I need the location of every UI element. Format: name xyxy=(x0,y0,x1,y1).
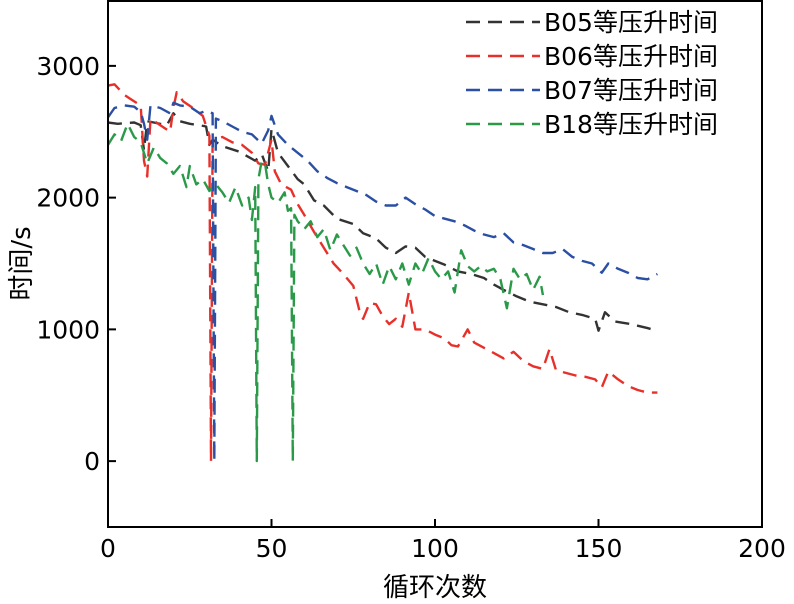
y-axis-title: 时间/s xyxy=(7,226,37,300)
legend-label-0: B05等压升时间 xyxy=(544,8,718,37)
x-tick-label: 150 xyxy=(575,534,623,563)
legend-label-2: B07等压升时间 xyxy=(544,76,718,105)
x-tick-label: 0 xyxy=(100,534,116,563)
series-line-1 xyxy=(107,83,658,463)
y-tick-label: 3000 xyxy=(36,52,100,81)
legend-label-3: B18等压升时间 xyxy=(544,110,718,139)
series-line-3 xyxy=(106,122,545,463)
x-tick-label: 200 xyxy=(738,534,786,563)
legend-label-1: B06等压升时间 xyxy=(544,42,718,71)
y-tick-label: 2000 xyxy=(36,184,100,213)
plot-lines xyxy=(106,83,658,463)
series-line-0 xyxy=(107,112,658,332)
x-tick-label: 50 xyxy=(256,534,288,563)
y-tick-label: 0 xyxy=(84,447,100,476)
legend: B05等压升时间 B06等压升时间 B07等压升时间 B18等压升时间 xyxy=(466,8,718,139)
series-line-2 xyxy=(107,101,658,463)
y-tick-label: 1000 xyxy=(36,315,100,344)
y-axis-ticks: 0 1000 2000 3000 xyxy=(36,52,116,476)
x-axis-title: 循环次数 xyxy=(383,573,487,603)
x-axis-ticks: 0 50 100 150 200 xyxy=(100,519,786,563)
x-tick-label: 100 xyxy=(411,534,459,563)
